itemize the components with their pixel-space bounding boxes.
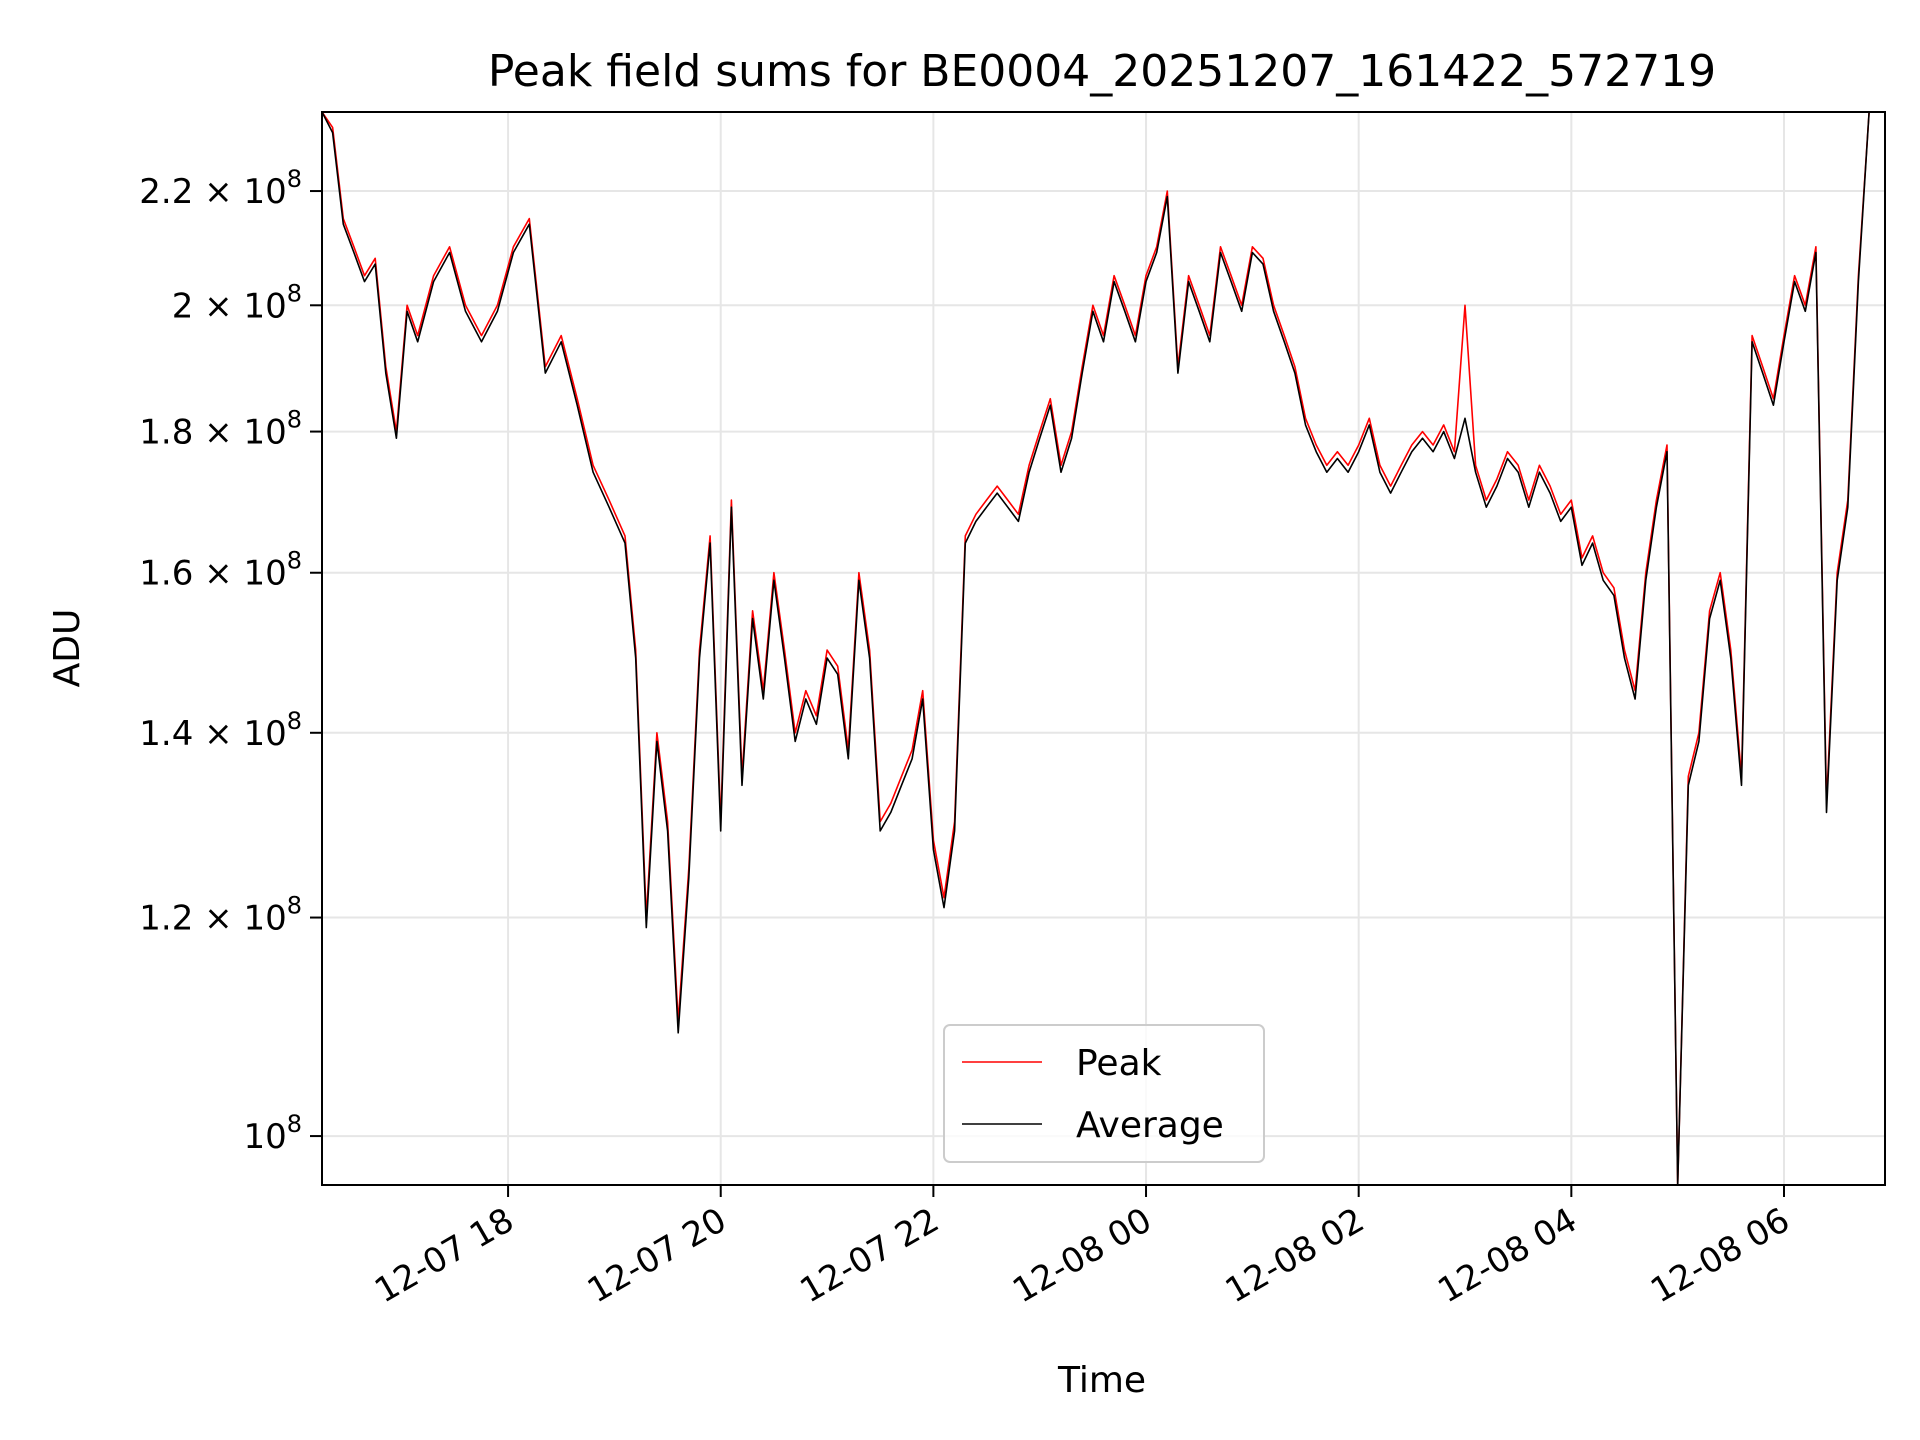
- y-tick-label-base: 1.2 × 10: [139, 899, 286, 939]
- y-tick-label-base: 1.4 × 10: [139, 714, 286, 754]
- y-tick-label: 108: [243, 1110, 302, 1157]
- legend-box: [943, 1024, 1265, 1163]
- y-tick-label: 2.2 × 108: [139, 165, 302, 212]
- chart-title: Peak field sums for BE0004_20251207_1614…: [488, 46, 1716, 97]
- y-tick-label: 2 × 108: [172, 279, 302, 326]
- legend: Peak Average: [943, 1024, 1265, 1163]
- legend-label-peak: Peak: [1076, 1043, 1162, 1084]
- y-tick-label-base: 1.8 × 10: [139, 413, 286, 453]
- y-tick-label-exponent: 8: [287, 406, 302, 434]
- y-tick-label-exponent: 8: [287, 165, 302, 193]
- y-tick-label: 1.6 × 108: [139, 547, 302, 594]
- legend-label-average: Average: [1076, 1105, 1224, 1146]
- series-line-average: [321, 111, 1885, 1186]
- y-tick-label: 1.2 × 108: [139, 892, 302, 939]
- y-axis-label: ADU: [47, 609, 88, 688]
- y-tick-label-exponent: 8: [287, 547, 302, 575]
- y-tick-label-base: 10: [243, 1117, 286, 1157]
- y-tick-label-exponent: 8: [287, 892, 302, 920]
- y-tick-label-exponent: 8: [287, 1110, 302, 1138]
- grid-lines: [322, 112, 1885, 1185]
- y-tick-label-exponent: 8: [287, 279, 302, 307]
- y-tick-label-base: 2.2 × 10: [139, 172, 286, 212]
- series-layer: [321, 111, 1885, 1186]
- y-tick-label: 1.8 × 108: [139, 406, 302, 453]
- x-axis-label: Time: [1057, 1360, 1146, 1401]
- y-tick-label-base: 2 × 10: [172, 286, 287, 326]
- plot-frame: [321, 111, 1886, 1186]
- y-tick-label: 1.4 × 108: [139, 707, 302, 754]
- y-tick-label-base: 1.6 × 10: [139, 554, 286, 594]
- y-tick-label-exponent: 8: [287, 707, 302, 735]
